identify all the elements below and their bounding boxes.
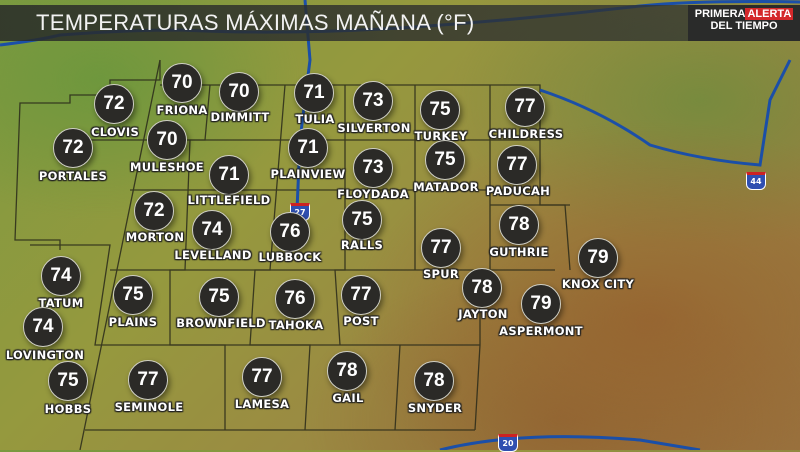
city-name: LEVELLAND xyxy=(174,248,252,262)
city-name: RALLS xyxy=(340,238,384,252)
city-name: LAMESA xyxy=(234,397,290,411)
city-name: PORTALES xyxy=(38,169,108,183)
city-name: SPUR xyxy=(422,267,460,281)
temperature-value: 75 xyxy=(342,200,382,240)
temperature-value: 78 xyxy=(327,351,367,391)
highway-20-shield: 20 xyxy=(498,434,518,452)
logo-text-del-tiempo: DEL TIEMPO xyxy=(710,20,778,32)
city-name: TURKEY xyxy=(414,129,468,143)
temperature-value: 70 xyxy=(219,72,259,112)
city-name: LITTLEFIELD xyxy=(187,193,271,207)
logo-text-alerta: ALERTA xyxy=(745,8,794,20)
city-name: POST xyxy=(343,314,379,328)
logo-text-primera: PRIMERA xyxy=(694,8,746,20)
temperature-value: 74 xyxy=(41,256,81,296)
temperature-value: 75 xyxy=(113,275,153,315)
temperature-value: 75 xyxy=(199,277,239,317)
temperature-value: 72 xyxy=(134,191,174,231)
city-name: LOVINGTON xyxy=(5,348,85,362)
temperature-value: 70 xyxy=(162,63,202,103)
temperature-value: 77 xyxy=(341,275,381,315)
temperature-value: 77 xyxy=(505,87,545,127)
city-name: ASPERMONT xyxy=(499,324,583,338)
city-name: SEMINOLE xyxy=(114,400,184,414)
temperature-value: 74 xyxy=(192,210,232,250)
temperature-value: 78 xyxy=(414,361,454,401)
temperature-value: 79 xyxy=(521,284,561,324)
primera-alerta-logo: PRIMERA ALERTA DEL TIEMPO xyxy=(688,5,800,41)
temperature-value: 73 xyxy=(353,148,393,188)
title-bar: TEMPERATURAS MÁXIMAS MAÑANA (°F) PRIMERA… xyxy=(0,5,800,41)
temperature-value: 72 xyxy=(94,84,134,124)
city-name: CLOVIS xyxy=(90,125,140,139)
city-name: PLAINS xyxy=(108,315,158,329)
temperature-value: 75 xyxy=(425,140,465,180)
city-name: SNYDER xyxy=(407,401,463,415)
city-name: TULIA xyxy=(295,112,335,126)
city-name: HOBBS xyxy=(44,402,92,416)
city-name: BROWNFIELD xyxy=(176,316,266,330)
city-name: LUBBOCK xyxy=(258,250,322,264)
temperature-value: 75 xyxy=(420,90,460,130)
temperature-value: 76 xyxy=(270,212,310,252)
city-name: TAHOKA xyxy=(268,318,324,332)
city-name: MULESHOE xyxy=(130,160,204,174)
city-name: PADUCAH xyxy=(485,184,551,198)
temperature-value: 77 xyxy=(497,145,537,185)
city-name: FRIONA xyxy=(156,103,208,117)
highway-44-shield: 44 xyxy=(746,172,766,190)
city-name: CHILDRESS xyxy=(488,127,564,141)
temperature-value: 71 xyxy=(209,155,249,195)
temperature-value: 77 xyxy=(128,360,168,400)
page-title: TEMPERATURAS MÁXIMAS MAÑANA (°F) xyxy=(36,10,475,35)
city-name: JAYTON xyxy=(458,307,508,321)
temperature-value: 71 xyxy=(294,73,334,113)
temperature-value: 70 xyxy=(147,120,187,160)
temperature-value: 72 xyxy=(53,128,93,168)
temperature-value: 74 xyxy=(23,307,63,347)
city-name: FLOYDADA xyxy=(337,187,409,201)
city-name: TATUM xyxy=(38,296,84,310)
city-name: PLAINVIEW xyxy=(270,167,346,181)
temperature-value: 79 xyxy=(578,238,618,278)
temperature-value: 71 xyxy=(288,128,328,168)
city-name: SILVERTON xyxy=(337,121,411,135)
city-name: GUTHRIE xyxy=(489,245,549,259)
temperature-value: 77 xyxy=(421,228,461,268)
temperature-value: 76 xyxy=(275,279,315,319)
temperature-value: 73 xyxy=(353,81,393,121)
temperature-value: 78 xyxy=(499,205,539,245)
city-name: MORTON xyxy=(125,230,185,244)
city-name: GAIL xyxy=(332,391,364,405)
city-name: DIMMITT xyxy=(210,110,270,124)
temperature-value: 78 xyxy=(462,268,502,308)
city-name: KNOX CITY xyxy=(561,277,635,291)
temperature-value: 77 xyxy=(242,357,282,397)
city-name: MATADOR xyxy=(413,180,479,194)
temperature-value: 75 xyxy=(48,361,88,401)
